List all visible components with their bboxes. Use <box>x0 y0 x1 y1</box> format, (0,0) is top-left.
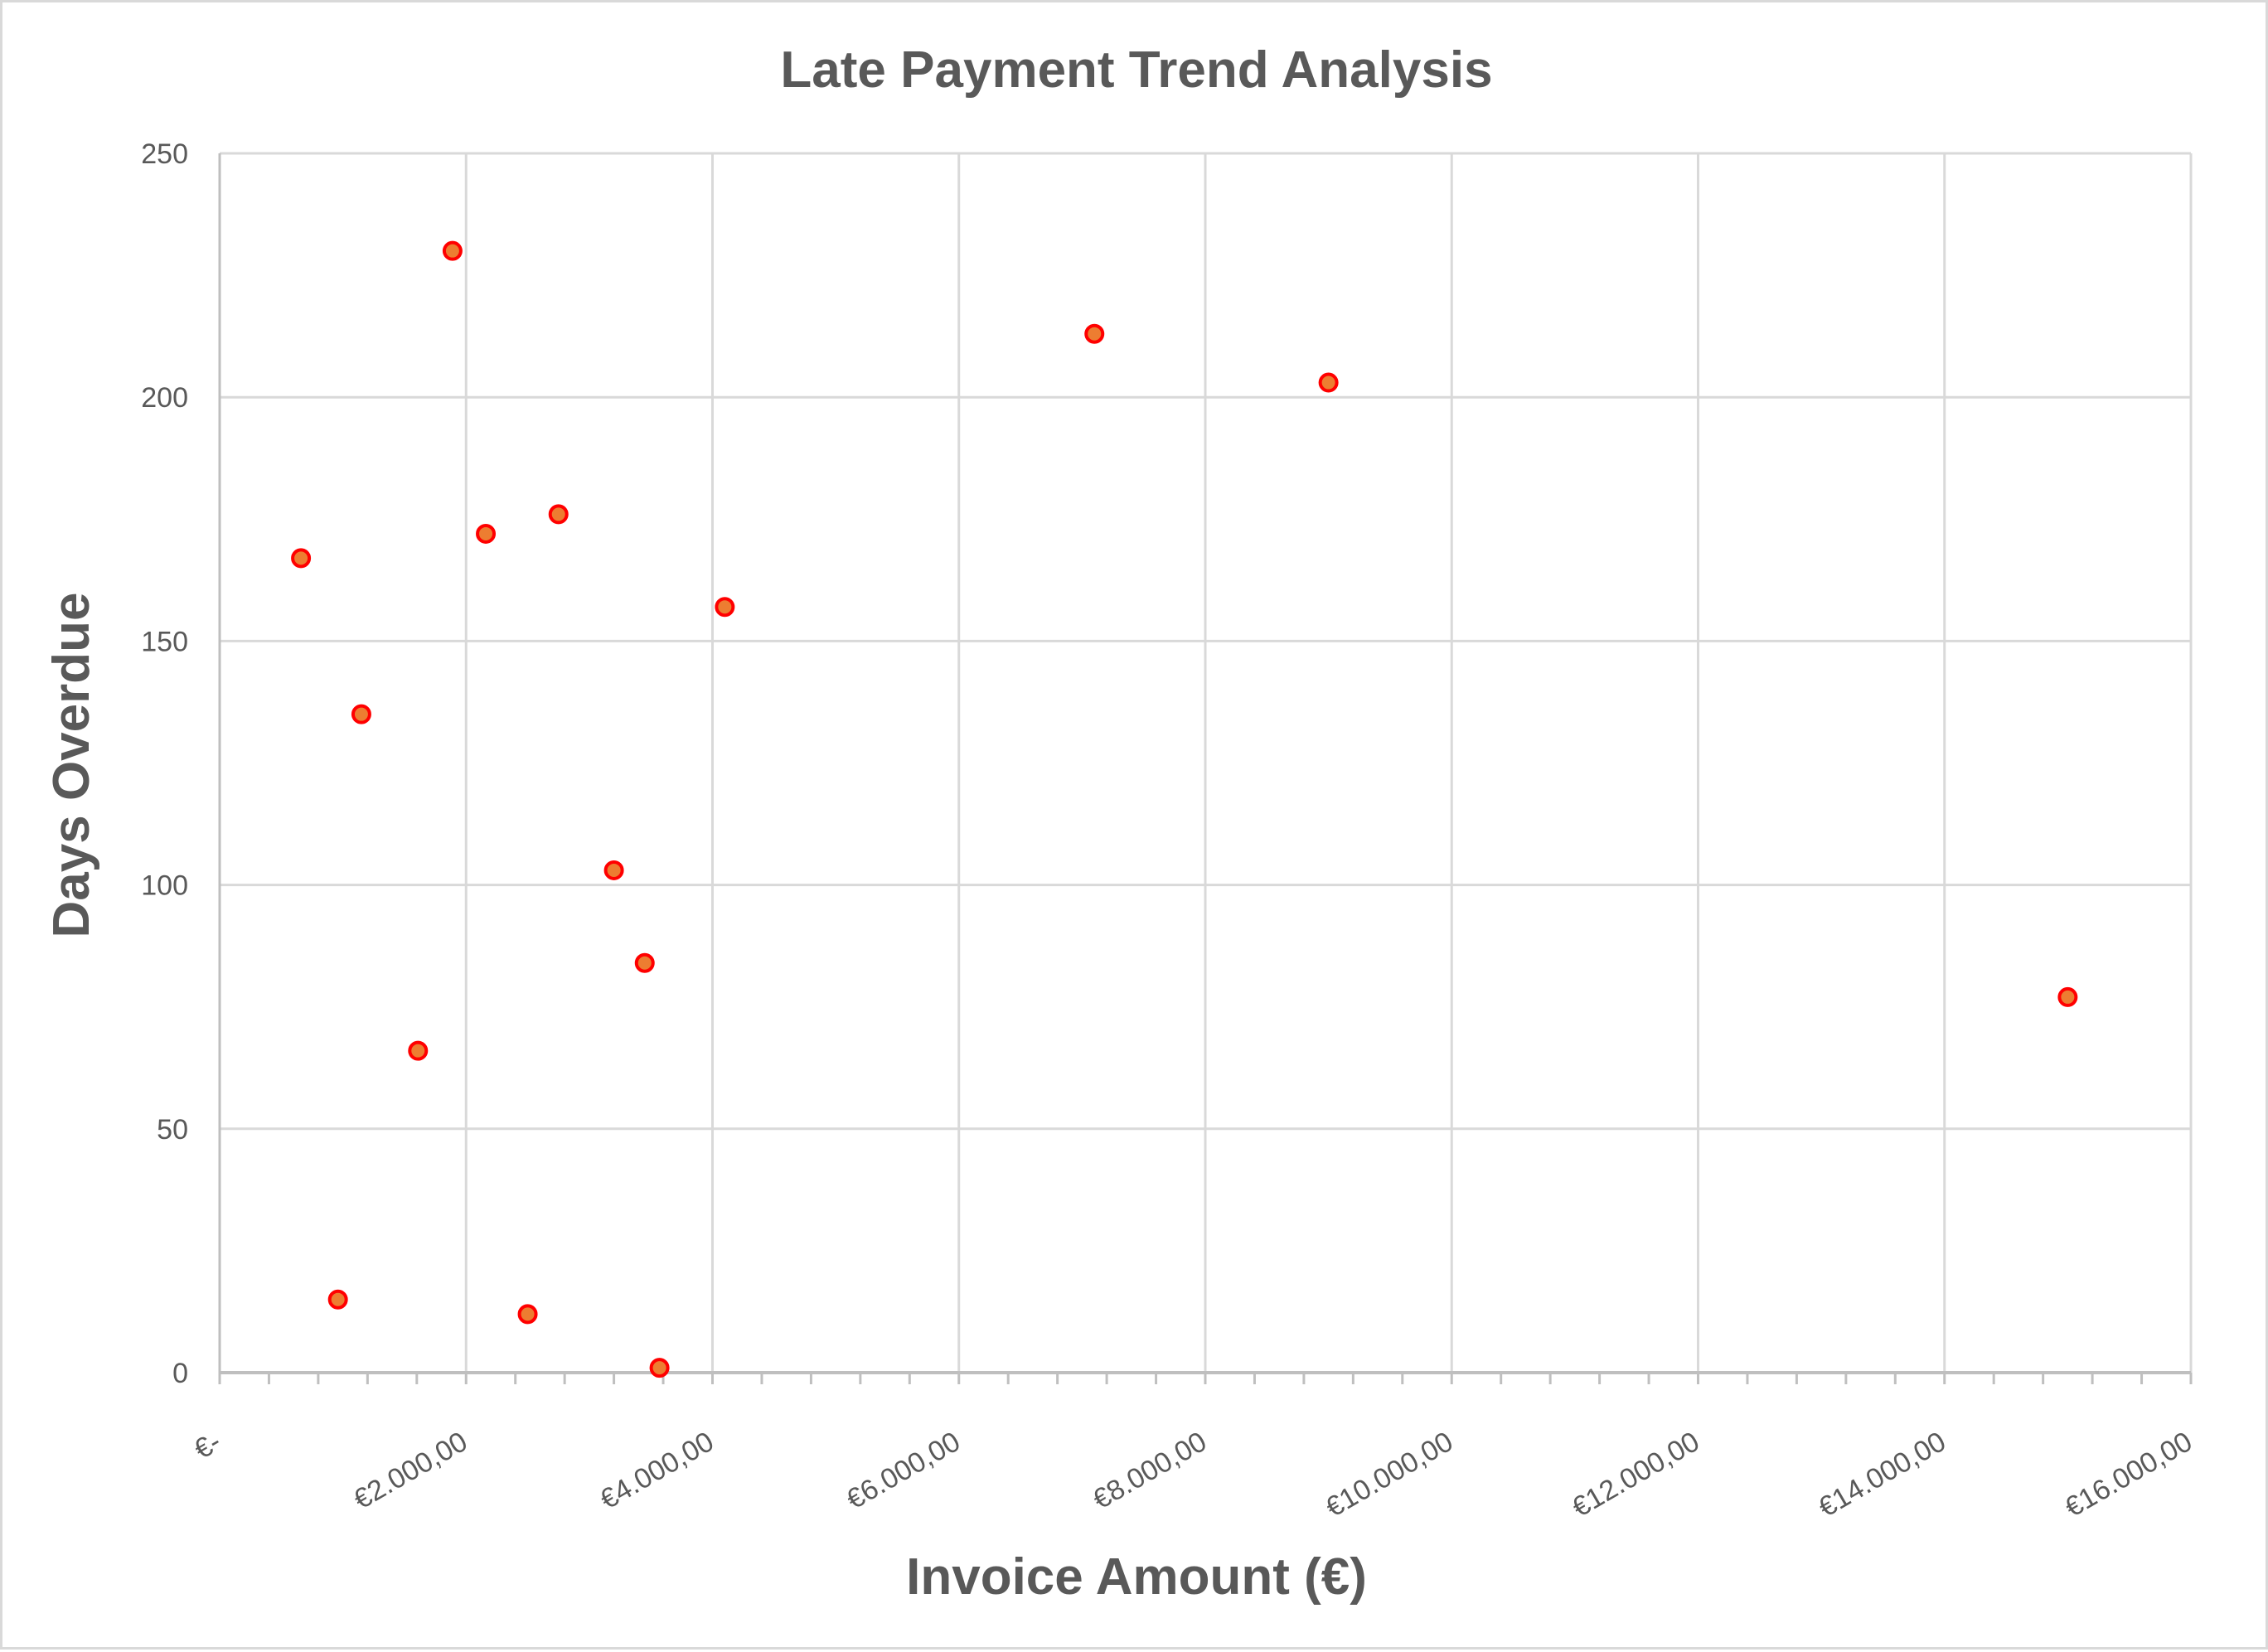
x-tick-label: €- <box>189 1426 226 1465</box>
data-point-marker <box>517 1304 538 1325</box>
y-axis-tick-labels: 0 50 100 150 200 250 <box>141 138 188 1389</box>
data-point-marker <box>2057 986 2078 1007</box>
y-tick-label: 250 <box>141 138 188 170</box>
x-axis-title: Invoice Amount (€) <box>906 1548 1367 1606</box>
x-tick-label: €4.000,00 <box>595 1426 720 1516</box>
data-point-marker <box>634 952 655 973</box>
data-point-marker <box>327 1289 348 1310</box>
x-axis-tick-labels: €- €2.000,00 €4.000,00 €6.000,00 €8.000,00 €1… <box>189 1426 2198 1524</box>
x-tick-label: €14.000,00 <box>1813 1426 1951 1524</box>
data-point-marker <box>1084 323 1105 344</box>
gridlines <box>220 152 2193 1373</box>
data-point-marker <box>649 1358 670 1378</box>
x-tick-label: €10.000,00 <box>1321 1426 1458 1524</box>
y-axis-title: Days Overdue <box>43 593 100 938</box>
data-points <box>291 240 2078 1378</box>
y-tick-label: 150 <box>141 626 188 657</box>
x-tick-label: €12.000,00 <box>1567 1426 1704 1524</box>
y-tick-label: 0 <box>172 1358 188 1389</box>
axes <box>218 153 2193 1384</box>
data-point-marker <box>548 504 569 525</box>
data-point-marker <box>408 1040 429 1061</box>
data-point-marker <box>351 704 371 724</box>
data-point-marker <box>476 523 497 544</box>
y-tick-label: 100 <box>141 870 188 902</box>
data-point-marker <box>291 548 312 569</box>
y-tick-label: 50 <box>157 1114 188 1146</box>
y-tick-label: 200 <box>141 382 188 414</box>
x-tick-label: €16.000,00 <box>2060 1426 2198 1524</box>
x-tick-label: €2.000,00 <box>348 1426 472 1516</box>
data-point-marker <box>1318 372 1339 393</box>
x-tick-label: €8.000,00 <box>1088 1426 1212 1516</box>
data-point-marker <box>603 860 624 880</box>
x-tick-label: €6.000,00 <box>841 1426 966 1516</box>
data-point-marker <box>715 597 735 618</box>
chart-title: Late Payment Trend Analysis <box>780 41 1492 99</box>
data-point-marker <box>442 240 463 261</box>
